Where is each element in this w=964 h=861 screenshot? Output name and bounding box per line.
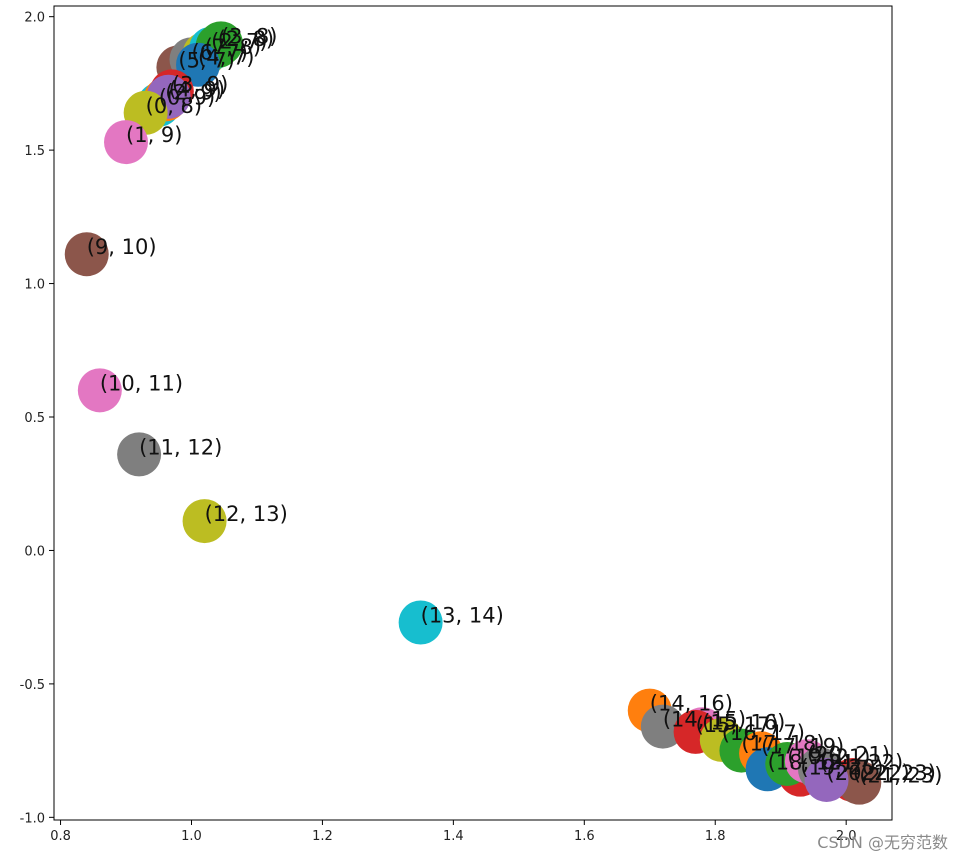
y-tick-label: 1.0 [24, 278, 45, 293]
y-tick-label: 0.0 [24, 544, 45, 559]
y-tick-label: -0.5 [20, 678, 45, 693]
point-label: (15, 16) [702, 710, 785, 734]
y-tick-label: 2.0 [24, 11, 45, 26]
point-label: (10, 11) [100, 371, 183, 395]
point-label: (5, 7) [178, 48, 234, 72]
point-label: (1, 9) [126, 123, 182, 147]
scatter-point [64, 232, 109, 277]
x-tick-label: 1.0 [181, 829, 202, 844]
labels-layer: (5, 7)(6, 7)(7, 8)(2, 7)(2, 8)(3, 8)(4, … [87, 24, 943, 787]
scatter-point [640, 704, 685, 749]
point-label: (9, 10) [87, 235, 157, 259]
x-tick-label: 1.8 [705, 829, 726, 844]
y-tick-label: 0.5 [24, 411, 45, 426]
point-label: (21, 22) [820, 750, 903, 774]
scatter-point [398, 600, 443, 645]
point-label: (2, 8) [218, 27, 274, 51]
point-label: (20, 21) [807, 742, 890, 766]
watermark: CSDN @无穷范数 [817, 833, 948, 852]
point-label: (2, 9) [165, 80, 221, 104]
point-label: (6, 7) [191, 40, 247, 64]
points-layer [64, 21, 882, 805]
point-label: (12, 13) [205, 502, 288, 526]
point-label: (13, 14) [421, 604, 504, 628]
point-label: (3, 9) [172, 72, 228, 96]
y-tick-label: 1.5 [24, 144, 45, 159]
point-label: (17, 18) [741, 732, 824, 756]
x-tick-label: 1.2 [312, 829, 333, 844]
point-label: (4, 9) [169, 78, 225, 102]
x-tick-label: 1.6 [574, 829, 595, 844]
point-label: (11, 12) [139, 435, 222, 459]
point-label: (19, 21) [787, 745, 870, 769]
point-label: (7, 8) [205, 35, 261, 59]
x-tick-label: 0.8 [50, 829, 71, 844]
point-label: (0, 8) [146, 94, 202, 118]
point-label: (14, 15) [663, 708, 746, 732]
point-label: (3, 8) [221, 24, 277, 48]
point-label: (17, 19) [761, 734, 844, 758]
x-axis: 0.8 1.0 1.2 1.4 1.6 1.8 2.0 [50, 820, 857, 844]
point-label: (0, 9) [159, 86, 215, 110]
x-tick-label: 2.0 [836, 829, 857, 844]
plot-frame [53, 5, 893, 821]
scatter-point [104, 120, 149, 165]
y-axis: -1.0 -0.5 0.0 0.5 1.0 1.5 2.0 [20, 11, 54, 826]
point-label: (14, 16) [650, 692, 733, 716]
scatter-point [117, 432, 162, 477]
point-label: (20, 22) [827, 761, 910, 785]
point-label: (18, 19) [768, 750, 851, 774]
point-label: (2, 7) [211, 30, 267, 54]
x-tick-label: 1.4 [443, 829, 464, 844]
scatter-point [77, 368, 122, 413]
y-tick-label: -1.0 [20, 811, 45, 826]
point-label: (16, 17) [722, 721, 805, 745]
point-label: (4, 7) [198, 46, 254, 70]
point-label: (15, 17) [696, 713, 779, 737]
scatter-point [837, 760, 882, 805]
scatter-point [182, 499, 227, 544]
scatter-point [804, 757, 849, 802]
point-label: (19, 20) [800, 756, 883, 780]
point-label: (22, 23) [853, 761, 936, 785]
point-label: (21, 23) [859, 764, 942, 788]
